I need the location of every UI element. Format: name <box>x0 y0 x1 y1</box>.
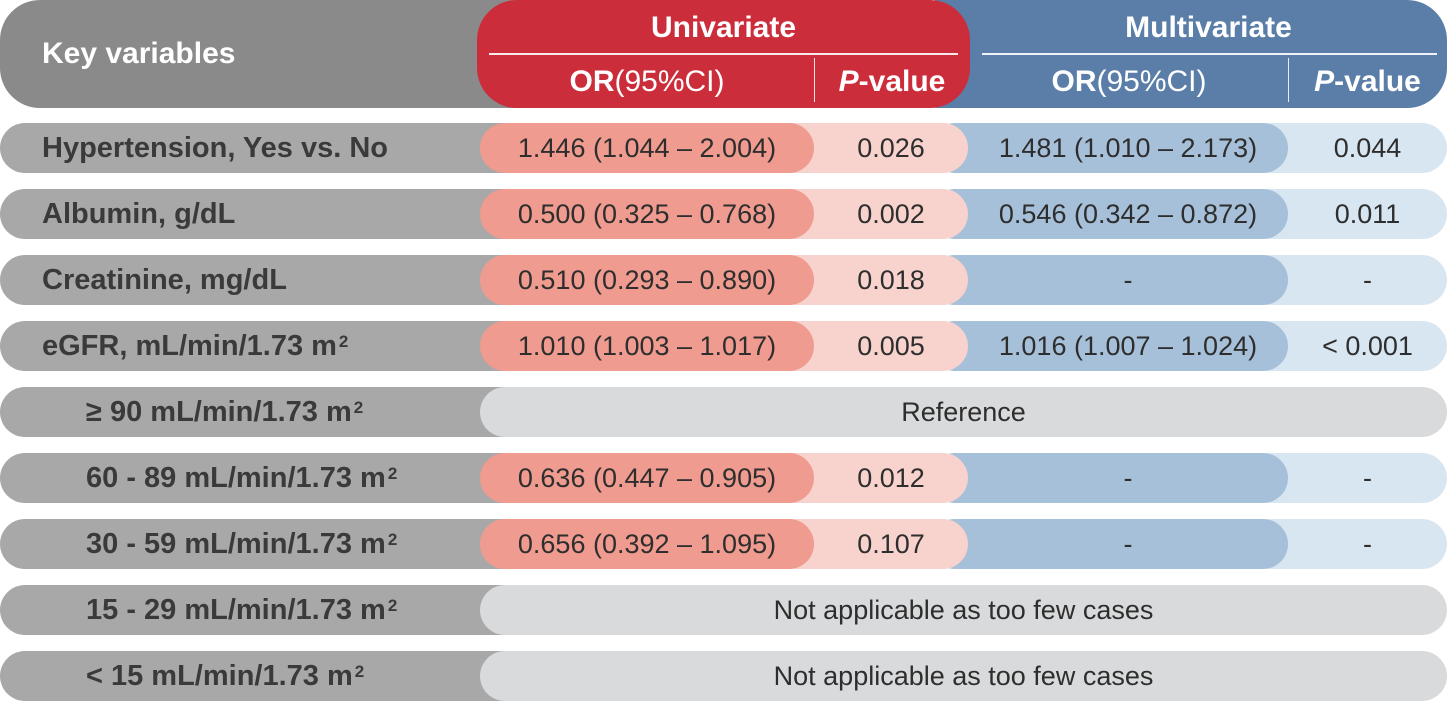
multivariate-p-value-header: P-value <box>1314 65 1421 98</box>
table-row-albumin: Albumin, g/dL 0.500 (0.325 – 0.768) 0.00… <box>0 189 1447 239</box>
row-label: Creatinine, mg/dL <box>0 255 540 305</box>
multivariate-or-ci-header: OR (95%CI) <box>1051 65 1207 98</box>
not-applicable-text: Not applicable as too few cases <box>773 594 1154 625</box>
uni-p-value: 0.018 <box>857 264 925 295</box>
multi-or-cell <box>930 123 1288 173</box>
uni-or-value: 0.636 (0.447 – 0.905) <box>517 462 777 493</box>
univariate-p-value-header: P-value <box>838 65 946 98</box>
table-row-hypertension: Hypertension, Yes vs. No 1.446 (1.044 – … <box>0 123 1447 173</box>
multi-p-value: - <box>1363 528 1372 559</box>
multi-or-value: - <box>1123 264 1133 295</box>
uni-or-value: 1.446 (1.044 – 2.004) <box>517 132 777 163</box>
key-variables-title: Key variables <box>42 37 236 70</box>
multi-or-value: 1.481 (1.010 – 2.173) <box>998 132 1258 163</box>
reference-cell <box>480 387 1447 437</box>
not-applicable-text: Not applicable as too few cases <box>773 660 1154 691</box>
uni-p-value: 0.002 <box>857 198 925 229</box>
uni-or-value: 1.010 (1.003 – 1.017) <box>517 330 777 361</box>
uni-or-cell <box>480 123 814 173</box>
multi-or-value: 0.546 (0.342 – 0.872) <box>998 198 1258 229</box>
univariate-or-ci-header: OR (95%CI) <box>569 65 725 98</box>
multivariate-column-separator <box>1288 58 1289 102</box>
multi-p-value: - <box>1363 462 1372 493</box>
univariate-header: Univariate OR (95%CI) P-value <box>477 0 970 108</box>
row-label: Hypertension, Yes vs. No <box>0 123 540 173</box>
multi-or-cell <box>930 519 1288 569</box>
uni-p-value: 0.005 <box>857 330 925 361</box>
univariate-column-separator <box>814 58 815 102</box>
uni-or-value: 0.500 (0.325 – 0.768) <box>517 198 777 229</box>
multivariate-title: Multivariate <box>1125 11 1292 44</box>
uni-p-value: 0.012 <box>857 462 925 493</box>
multi-or-cell <box>930 453 1288 503</box>
table-row-creatinine: Creatinine, mg/dL 0.510 (0.293 – 0.890) … <box>0 255 1447 305</box>
not-applicable-cell <box>480 651 1447 701</box>
uni-p-value: 0.026 <box>857 132 925 163</box>
row-label: Albumin, g/dL <box>0 189 540 239</box>
uni-p-value: 0.107 <box>857 528 925 559</box>
uni-or-value: 0.656 (0.392 – 1.095) <box>517 528 777 559</box>
multi-p-value: 0.044 <box>1333 132 1402 163</box>
multi-p-value: 0.011 <box>1334 198 1401 229</box>
reference-text: Reference <box>901 396 1026 427</box>
multi-p-value: < 0.001 <box>1322 330 1413 361</box>
uni-or-cell <box>480 519 814 569</box>
multivariate-header: Multivariate OR (95%CI) P-value <box>935 0 1447 108</box>
uni-or-cell <box>480 321 814 371</box>
multi-or-value: - <box>1123 462 1133 493</box>
multivariate-divider <box>982 53 1437 55</box>
not-applicable-cell <box>480 585 1447 635</box>
multi-or-cell <box>930 189 1288 239</box>
univariate-title: Univariate <box>650 11 797 44</box>
multi-or-value: 1.016 (1.007 – 1.024) <box>998 330 1258 361</box>
key-variables-header: Key variables <box>0 0 560 108</box>
uni-or-value: 0.510 (0.293 – 0.890) <box>517 264 777 295</box>
uni-or-cell <box>480 453 814 503</box>
multi-or-cell <box>930 321 1288 371</box>
univariate-divider <box>489 53 958 55</box>
uni-or-cell <box>480 189 814 239</box>
multi-or-value: - <box>1123 528 1133 559</box>
uni-or-cell <box>480 255 814 305</box>
multi-or-cell <box>930 255 1288 305</box>
multi-p-value: - <box>1363 264 1372 295</box>
